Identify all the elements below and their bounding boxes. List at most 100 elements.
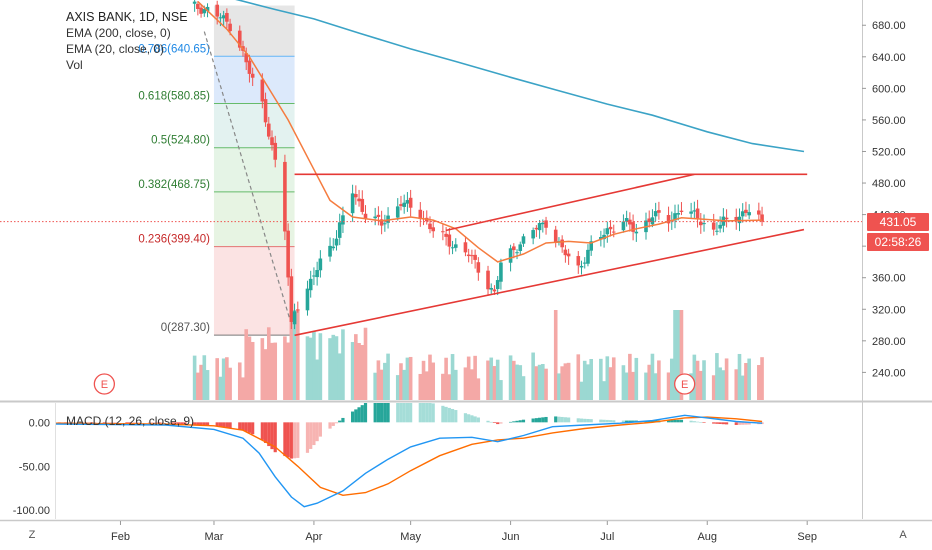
candle-body (228, 23, 232, 32)
macd-histogram-bar (512, 421, 516, 423)
volume-bar (421, 360, 426, 400)
volume-bar (621, 365, 626, 400)
macd-histogram-bar (666, 420, 671, 423)
volume-bar (757, 365, 761, 400)
volume-bar (531, 352, 535, 400)
macd-histogram-bar (238, 422, 242, 430)
candle-body (447, 234, 452, 247)
volume-bar (747, 358, 751, 400)
legend-vol[interactable]: Vol (66, 58, 83, 72)
macd-histogram-bar (741, 422, 745, 425)
volume-bar (679, 310, 684, 400)
volume-bar (586, 364, 590, 400)
x-tick-label: Apr (305, 531, 322, 543)
macd-histogram-bar (586, 418, 590, 423)
timezone-button[interactable]: Z (28, 529, 36, 541)
macd-histogram-bar (679, 419, 684, 423)
macd-histogram-bar (386, 403, 390, 423)
macd-histogram-bar (673, 419, 677, 423)
candle-body (308, 278, 313, 291)
volume-bar (218, 376, 223, 400)
volume-bar (192, 355, 197, 400)
volume-bar (631, 371, 635, 400)
candle-body (350, 193, 355, 214)
candle-body (757, 210, 761, 215)
macd-histogram-bar (318, 422, 322, 437)
candle-body (495, 280, 500, 290)
candle-body (650, 217, 655, 225)
macd-histogram-bar (534, 418, 538, 423)
legend-ema20[interactable]: EMA (20, close, 0) (66, 42, 165, 56)
volume-bar (225, 357, 229, 400)
legend-ema200[interactable]: EMA (200, close, 0) (66, 26, 171, 40)
y-tick-label: 560.00 (872, 115, 906, 127)
macd-histogram-bar (128, 422, 132, 424)
volume-bar (318, 333, 323, 400)
macd-histogram-bar (151, 422, 155, 424)
macd-histogram-bar (702, 422, 706, 423)
y-tick-label: 480.00 (872, 178, 906, 190)
volume-bar (579, 381, 584, 400)
candle-body (747, 212, 751, 216)
y-tick-label: 280.00 (872, 336, 906, 348)
macd-histogram-bar (489, 421, 493, 423)
candle-body (318, 258, 323, 271)
fib-level-label: 0.382(468.75) (138, 179, 210, 191)
x-tick-label: May (400, 531, 421, 543)
volume-bar (512, 360, 516, 400)
macd-histogram-bar (712, 422, 716, 424)
candle-body (563, 249, 568, 256)
macd-histogram-bar (612, 420, 616, 423)
macd-histogram-bar (538, 417, 542, 423)
candle-body (296, 309, 300, 311)
candle-body (489, 287, 494, 290)
fib-level-label: 0(287.30) (161, 322, 210, 334)
macd-histogram-bar (521, 419, 526, 423)
volume-bar (695, 360, 700, 400)
candle-body (553, 229, 558, 243)
macd-histogram-bar (608, 420, 613, 423)
macd-histogram-bar (428, 403, 432, 423)
volume-bar (205, 370, 210, 400)
macd-histogram-bar (599, 419, 603, 423)
macd-histogram-bar (373, 403, 377, 423)
auto-scale-button[interactable]: A (899, 529, 907, 541)
volume-bar (360, 344, 365, 400)
macd-histogram-bar (125, 422, 129, 424)
macd-histogram-bar (447, 407, 451, 423)
candle-body (441, 231, 445, 233)
macd-histogram-bar (676, 419, 680, 423)
macd-histogram-bar (338, 420, 342, 423)
macd-histogram-bar (441, 405, 445, 423)
legend: AXIS BANK, 1D, NSE EMA (200, close, 0) E… (66, 9, 188, 73)
trendline (294, 228, 805, 337)
macd-histogram-bar (289, 422, 293, 459)
candle-body (270, 137, 274, 146)
macd-legend: MACD (12, 26, close, 9) (66, 413, 194, 429)
candle-body (247, 60, 252, 74)
volume-bar (395, 375, 400, 400)
volume-bar (508, 355, 513, 400)
macd-histogram-bar (183, 422, 187, 425)
macd-histogram-bar (351, 411, 355, 423)
volume-bar (263, 349, 268, 400)
macd-histogram-bar (405, 403, 410, 423)
macd-histogram-bar (402, 403, 406, 423)
volume-bar (611, 357, 616, 400)
x-tick-label: Jul (600, 531, 614, 543)
candle-body (405, 200, 410, 204)
legend-macd[interactable]: MACD (12, 26, close, 9) (66, 414, 195, 428)
volume-bar (196, 372, 200, 400)
candle-body (666, 215, 671, 224)
volume-bar (447, 374, 452, 400)
x-tick-label: Aug (697, 531, 717, 543)
volume-bar (470, 369, 474, 400)
macd-histogram-bar (444, 406, 448, 423)
candle-body (473, 254, 477, 260)
volume-bar (760, 357, 764, 400)
macd-histogram-bar (115, 422, 119, 424)
candle-body (250, 73, 255, 78)
candle-body (205, 6, 210, 12)
